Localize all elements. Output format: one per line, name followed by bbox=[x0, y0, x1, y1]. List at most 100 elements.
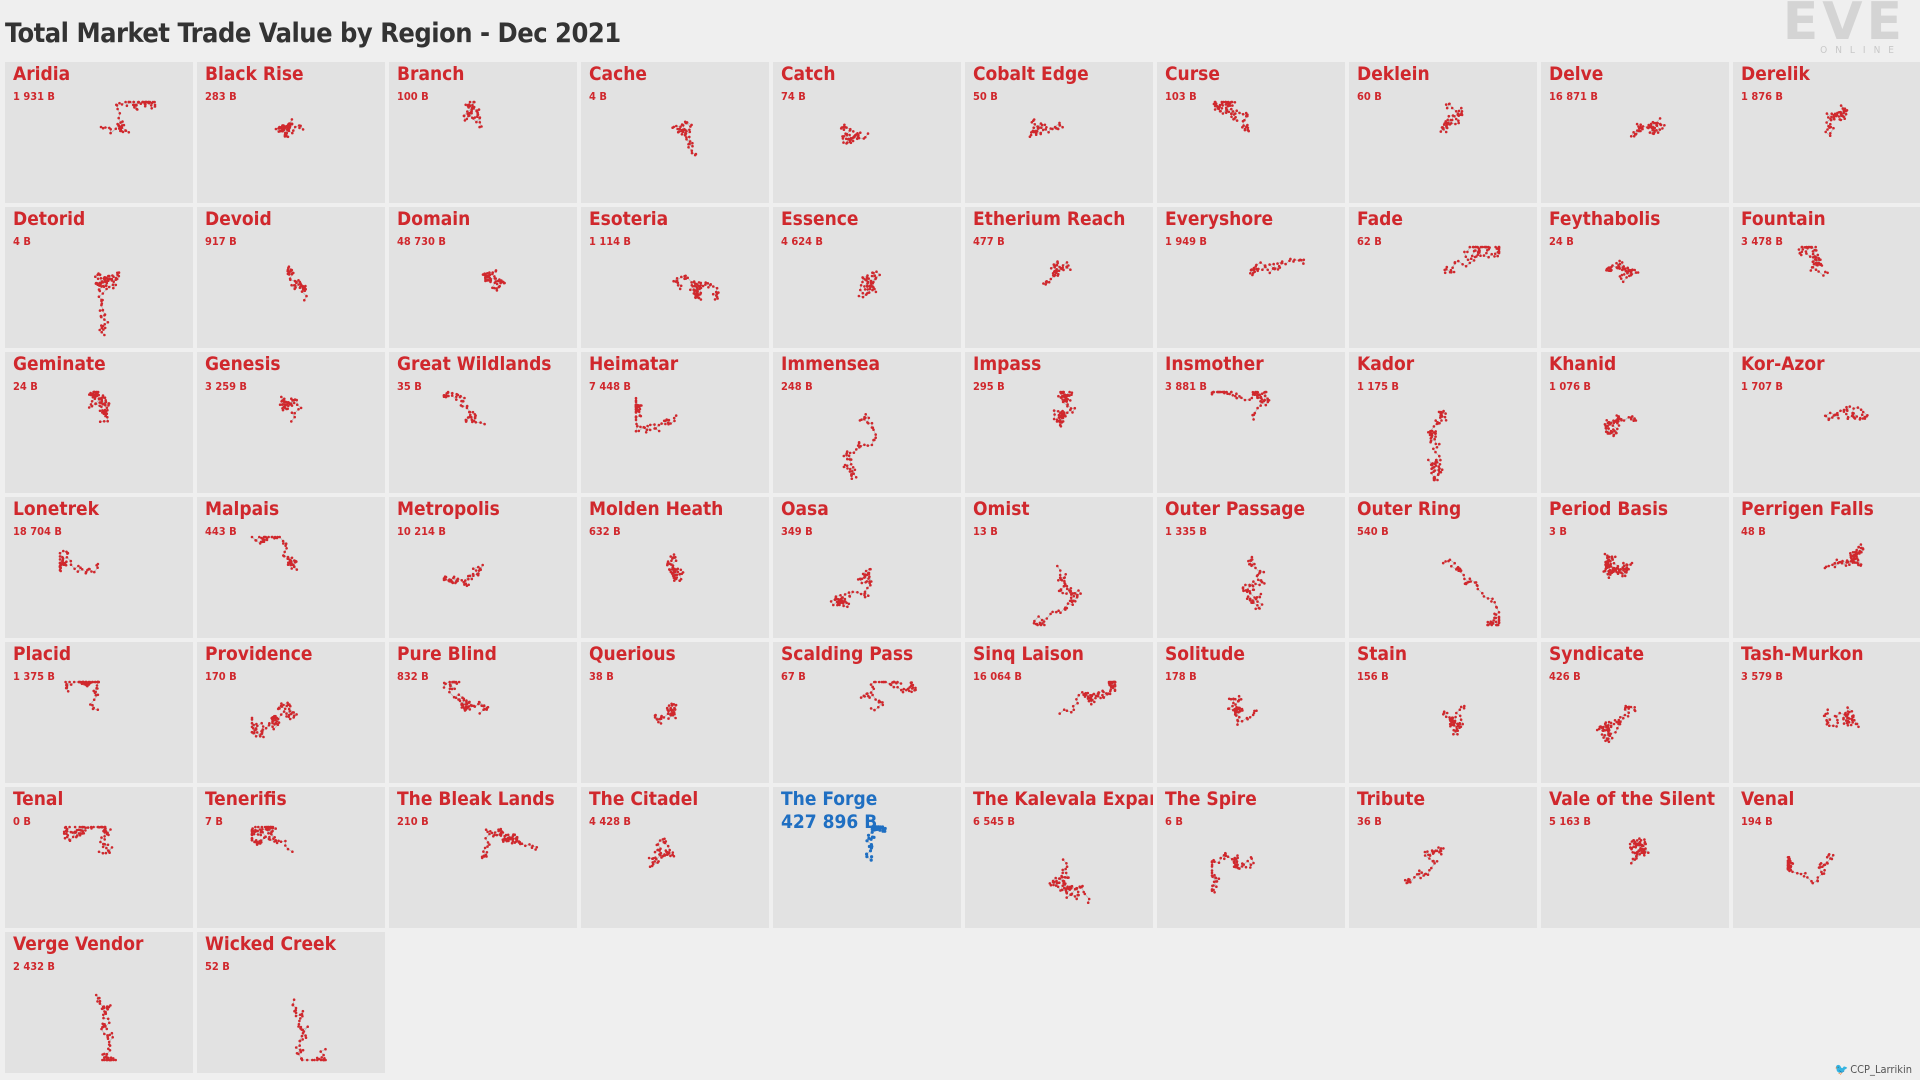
system-point bbox=[1253, 411, 1257, 415]
system-point bbox=[1861, 410, 1865, 414]
system-point bbox=[676, 130, 680, 134]
system-point bbox=[1049, 127, 1052, 130]
system-point bbox=[1448, 270, 1452, 274]
system-point bbox=[1061, 420, 1065, 423]
region-trade-value: 10 214 B bbox=[397, 525, 446, 538]
system-point bbox=[1841, 559, 1844, 563]
system-point bbox=[79, 680, 82, 684]
system-point bbox=[672, 553, 676, 556]
region-trade-value: 36 B bbox=[1357, 815, 1382, 828]
system-point bbox=[683, 120, 687, 124]
region-system-map bbox=[58, 549, 100, 575]
region-tile-heimatar: Heimatar 7 448 B bbox=[581, 352, 769, 493]
region-name: Genesis bbox=[205, 353, 281, 375]
region-name: Pure Blind bbox=[397, 643, 497, 665]
system-point bbox=[1061, 125, 1064, 129]
region-tile-omist: Omist 13 B bbox=[965, 497, 1153, 638]
region-tile-tenal: Tenal 0 B bbox=[5, 787, 193, 928]
system-point bbox=[1445, 268, 1448, 271]
system-point bbox=[62, 832, 66, 835]
system-point bbox=[1447, 102, 1451, 106]
system-point bbox=[69, 830, 73, 834]
system-point bbox=[96, 1000, 99, 1003]
system-point bbox=[1057, 589, 1061, 593]
system-point bbox=[1853, 551, 1857, 554]
system-point bbox=[103, 1058, 106, 1062]
region-name: Etherium Reach bbox=[973, 208, 1126, 230]
system-point bbox=[1439, 411, 1443, 415]
system-point bbox=[484, 853, 488, 857]
system-point bbox=[1852, 407, 1855, 410]
region-tile-the-citadel: The Citadel 4 428 B bbox=[581, 787, 769, 928]
system-point bbox=[487, 274, 491, 278]
system-point bbox=[95, 684, 99, 687]
system-point bbox=[531, 844, 534, 848]
system-point bbox=[679, 568, 683, 572]
system-point bbox=[1234, 394, 1237, 398]
system-point bbox=[1430, 866, 1433, 870]
system-point bbox=[1064, 606, 1067, 609]
system-point bbox=[1058, 121, 1061, 125]
system-point bbox=[280, 702, 283, 705]
system-point bbox=[1842, 410, 1846, 413]
system-point bbox=[299, 1048, 302, 1052]
system-point bbox=[1844, 112, 1848, 116]
system-point bbox=[102, 1013, 105, 1017]
system-point bbox=[1092, 692, 1095, 696]
system-point bbox=[103, 326, 107, 330]
system-point bbox=[1429, 440, 1432, 444]
system-point bbox=[1070, 884, 1074, 888]
system-point bbox=[866, 833, 871, 837]
system-point bbox=[670, 572, 674, 575]
system-point bbox=[852, 472, 855, 475]
system-point bbox=[1437, 472, 1440, 476]
system-point bbox=[1634, 843, 1638, 846]
system-point bbox=[1482, 254, 1486, 257]
system-point bbox=[1032, 118, 1036, 121]
system-point bbox=[1860, 550, 1863, 554]
system-point bbox=[1233, 858, 1236, 861]
system-point bbox=[1621, 574, 1624, 578]
system-point bbox=[900, 688, 903, 692]
system-point bbox=[68, 839, 72, 842]
system-point bbox=[1865, 415, 1868, 418]
system-point bbox=[1851, 715, 1854, 718]
system-point bbox=[1493, 612, 1496, 616]
system-point bbox=[1066, 885, 1069, 888]
system-point bbox=[1243, 128, 1247, 132]
region-trade-value: 7 B bbox=[205, 815, 223, 828]
system-point bbox=[1438, 442, 1441, 446]
system-point bbox=[873, 708, 876, 712]
system-point bbox=[257, 825, 260, 829]
system-point bbox=[1626, 715, 1630, 718]
region-name: The Forge bbox=[781, 788, 878, 810]
system-point bbox=[1259, 579, 1263, 582]
system-point bbox=[1232, 113, 1236, 116]
system-point bbox=[1059, 569, 1062, 572]
region-tile-vale-of-the-silent: Vale of the Silent 5 163 B bbox=[1541, 787, 1729, 928]
system-point bbox=[294, 1006, 298, 1010]
region-trade-value: 443 B bbox=[205, 525, 237, 538]
system-point bbox=[1789, 868, 1793, 872]
system-point bbox=[1451, 266, 1454, 269]
system-point bbox=[1237, 694, 1241, 698]
system-point bbox=[1224, 106, 1228, 110]
region-tile-cobalt-edge: Cobalt Edge 50 B bbox=[965, 62, 1153, 203]
system-point bbox=[106, 831, 109, 835]
system-point bbox=[1070, 600, 1074, 604]
region-system-map bbox=[842, 413, 877, 480]
system-point bbox=[1858, 418, 1862, 421]
system-point bbox=[847, 454, 851, 457]
system-point bbox=[1649, 122, 1653, 126]
system-point bbox=[1068, 390, 1071, 394]
region-tile-placid: Placid 1 375 B bbox=[5, 642, 193, 783]
system-point bbox=[1632, 131, 1635, 134]
system-point bbox=[261, 728, 264, 731]
system-point bbox=[116, 273, 119, 277]
system-point bbox=[467, 574, 470, 578]
system-point bbox=[1069, 399, 1072, 402]
system-point bbox=[663, 854, 667, 857]
system-point bbox=[1635, 857, 1638, 860]
system-point bbox=[1262, 570, 1266, 574]
system-point bbox=[1061, 858, 1065, 861]
